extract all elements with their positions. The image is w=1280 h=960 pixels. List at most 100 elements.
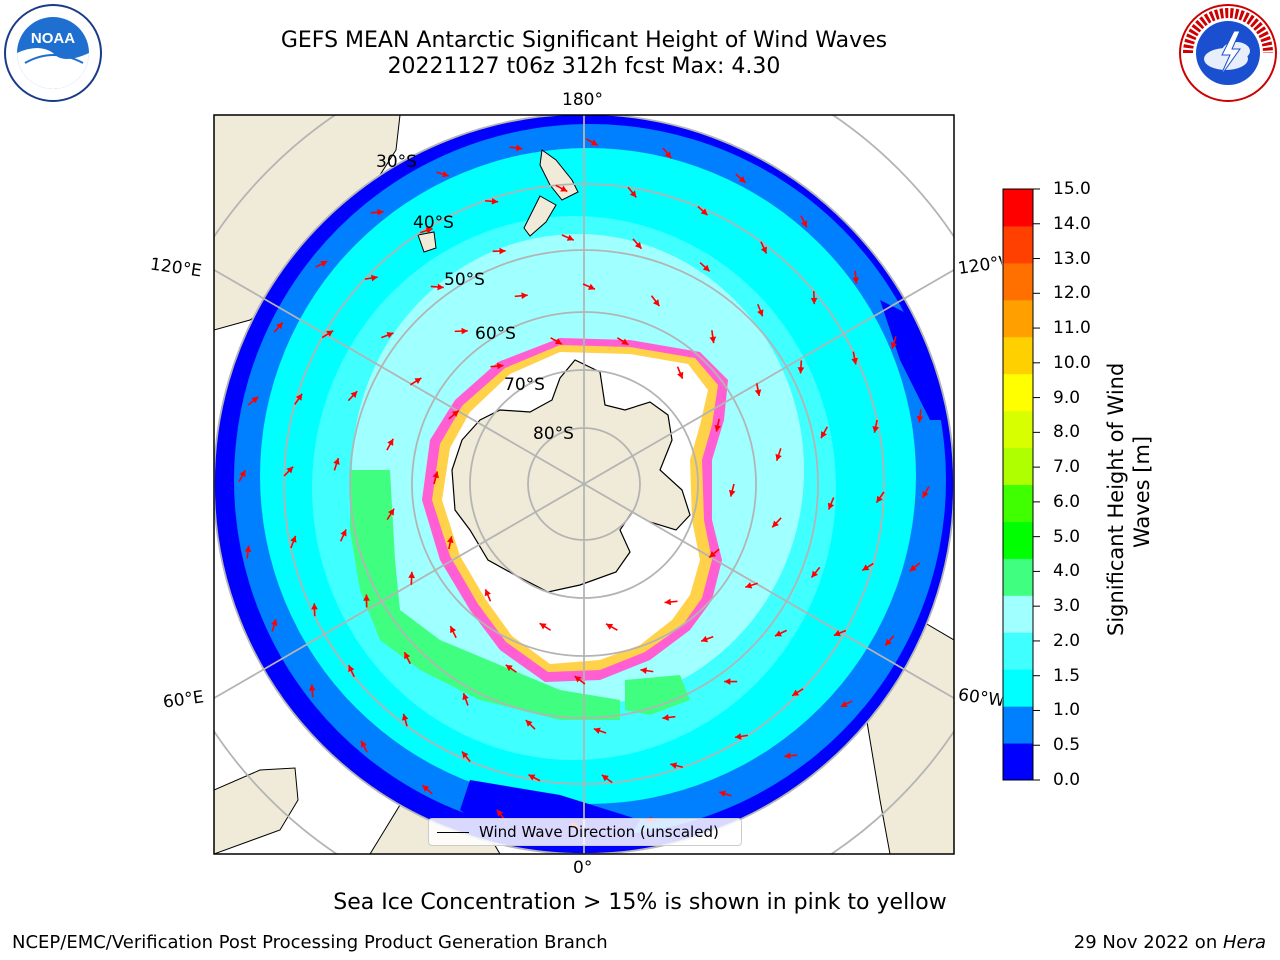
colorbar-tick-label: 1.5 (1053, 665, 1081, 686)
wind-wave-arrow-head (890, 341, 898, 349)
lon-label-bottom: 0° (573, 858, 593, 878)
wind-wave-arrow-head (333, 458, 340, 465)
wind-wave-arrow-head (634, 241, 642, 249)
colorbar-tick-label: 9.0 (1053, 387, 1081, 408)
wind-wave-arrow-head (401, 713, 409, 721)
wind-wave-arrow-head (621, 338, 629, 345)
lat-label-50s: 50°S (444, 270, 485, 290)
wind-wave-arrow-head (601, 774, 609, 782)
wind-wave-arrow-head (462, 693, 469, 701)
wind-wave-arrow-head (792, 689, 800, 696)
colorbar-segment (1003, 484, 1033, 522)
land-tasmania (417, 231, 437, 253)
wind-wave-arrow-head (437, 283, 444, 291)
wind-wave-arrow-head (872, 426, 879, 433)
wind-wave-arrow-head (709, 336, 717, 344)
colorbar-segment (1003, 558, 1033, 596)
wind-wave-arrow-head (308, 684, 316, 691)
wind-wave-arrow-head (677, 371, 684, 379)
wind-wave-arrow-head (491, 197, 499, 205)
colorbar-segment (1003, 299, 1033, 338)
wind-wave-arrow-head (388, 508, 395, 516)
wave-max-patch (350, 470, 620, 720)
colorbar-segment (1003, 225, 1033, 264)
wind-wave-arrow-head (833, 630, 841, 637)
wind-wave-arrow-head (408, 571, 415, 579)
wind-wave-arrow-head (653, 299, 660, 307)
colorbar-tick-label: 2.0 (1053, 630, 1081, 651)
colorbar-segment (1003, 632, 1033, 670)
wind-wave-arrow-head (885, 638, 892, 646)
wind-wave-arrow-head (811, 570, 818, 578)
chart-title: GEFS MEAN Antarctic Significant Height o… (280, 28, 888, 53)
wind-wave-arrow-head (270, 619, 278, 627)
wind-wave-arrow-head (862, 564, 870, 571)
wind-wave-arrow-head (461, 327, 468, 335)
wind-wave-arrow-head (701, 635, 709, 643)
colorbar-tick-label: 8.0 (1053, 422, 1081, 443)
wind-wave-arrow-head (276, 322, 283, 330)
colorbar-tick-label: 0.5 (1053, 735, 1081, 756)
wind-wave-arrow-head (432, 471, 440, 479)
wind-wave-arrow-head (505, 664, 513, 672)
wind-wave-arrow-head (728, 489, 736, 497)
footer-date-text: 29 Nov 2022 on (1073, 932, 1223, 953)
wind-wave-arrow-head (664, 598, 672, 606)
wind-wave-arrow-head (244, 545, 252, 553)
wind-wave-arrow-head (760, 246, 767, 254)
wind-wave-arrow-head (662, 714, 669, 721)
footer-date: 29 Nov 2022 on Hera (1074, 932, 1266, 953)
lat-label-70s: 70°S (504, 375, 545, 395)
colorbar-tick-label: 5.0 (1053, 526, 1081, 547)
map-frame (213, 114, 955, 855)
wind-wave-arrow-head (724, 678, 731, 685)
colorbar-segment (1003, 262, 1033, 301)
wind-wave-arrow-head (239, 470, 246, 478)
wind-wave-arrow-head (664, 151, 672, 159)
chart-subtitle-forecast: 20221127 t06z 312h fcst Max: 4.30 (387, 54, 781, 79)
wind-wave-arrow-head (700, 208, 708, 216)
wind-wave-arrow-head (606, 623, 614, 630)
sea-ice-note: Sea Ice Concentration > 15% is shown in … (333, 890, 947, 915)
colorbar-tick-label: 7.0 (1053, 457, 1081, 478)
legend-line-sample (437, 832, 469, 833)
wind-wave-arrow-head (414, 377, 422, 385)
wind-wave-arrow-head (360, 740, 367, 748)
wind-wave-arrow-head (784, 752, 791, 760)
colorbar-segment (1003, 669, 1033, 707)
wind-wave-arrow-head (745, 582, 753, 589)
wind-wave-arrow-head (852, 277, 860, 284)
wind-wave-arrow-head (876, 495, 883, 503)
wind-wave-arrow-head (290, 535, 297, 543)
wind-wave-arrow-head (447, 536, 454, 544)
wind-wave-arrow-head (593, 727, 601, 734)
colorbar-tick-label: 6.0 (1053, 491, 1081, 512)
colorbar-segment (1003, 410, 1033, 449)
wind-wave-arrow-head (521, 292, 528, 300)
colorbar-tick-label: 3.0 (1053, 596, 1081, 617)
wind-wave-arrow-head (714, 424, 721, 432)
wind-wave-arrow-head (425, 227, 433, 234)
nws-logo (1179, 4, 1277, 102)
wind-wave-arrow-head (772, 520, 779, 528)
colorbar-tick-label: 11.0 (1053, 318, 1091, 339)
wind-wave-arrow-head (441, 170, 449, 178)
colorbar-segment (1003, 743, 1033, 781)
wind-wave-arrow-head (797, 367, 805, 374)
lat-label-30s: 30°S (376, 152, 417, 172)
wind-wave-arrow-head (387, 438, 394, 446)
wind-wave-arrow-head (350, 391, 358, 398)
wind-wave-arrow-head (371, 274, 378, 282)
wind-wave-arrow-head (588, 283, 595, 290)
wind-wave-arrow-head (574, 676, 582, 683)
wind-wave-arrow-head (851, 357, 858, 365)
colorbar-label-line1: Significant Height of Wind (1104, 362, 1128, 636)
land-new-zealand (539, 149, 579, 201)
wind-wave-arrow-head (461, 751, 469, 759)
noaa-logo: NOAA (4, 4, 102, 102)
wind-wave-arrow-head (484, 589, 491, 597)
wind-wave-arrow-head (499, 247, 506, 255)
colorbar-label-line2: Waves [m] (1130, 435, 1154, 548)
legend-label: Wind Wave Direction (unscaled) (479, 823, 719, 841)
wind-wave-arrow-head (640, 667, 647, 674)
